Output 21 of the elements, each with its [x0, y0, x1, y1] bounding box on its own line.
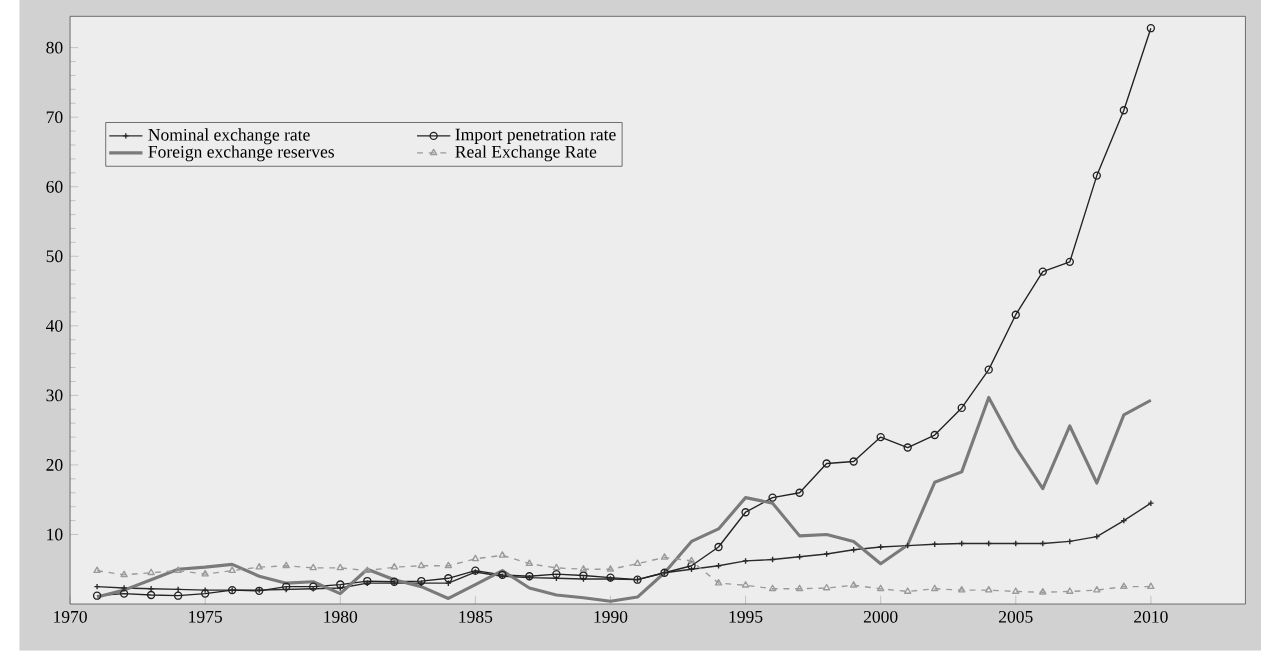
- x-tick-label: 2005: [999, 611, 1033, 623]
- y-tick-label: 80: [46, 41, 63, 54]
- y-tick-label: 60: [46, 180, 63, 193]
- x-tick-label: 2010: [1134, 611, 1168, 623]
- y-tick-label: 30: [46, 389, 63, 402]
- x-tick-label: 2000: [863, 611, 898, 623]
- x-tick-label: 1985: [459, 611, 493, 623]
- legend-label: Import penetration rate: [455, 128, 616, 145]
- x-tick-label: 1980: [324, 611, 358, 623]
- y-tick-label: 40: [46, 320, 63, 332]
- y-tick-label: 10: [47, 528, 63, 541]
- x-tick-label: 1995: [729, 611, 763, 623]
- legend-label: Foreign exchange reserves: [148, 145, 335, 162]
- x-tick-label: 1970: [54, 611, 87, 623]
- y-tick-label: 70: [46, 111, 63, 124]
- x-tick-label: 1990: [594, 611, 628, 623]
- legend-label: Real Exchange Rate: [455, 145, 597, 162]
- y-tick-label: 20: [46, 459, 63, 471]
- legend-label: Nominal exchange rate: [148, 128, 310, 145]
- x-tick-label: 1975: [189, 611, 222, 623]
- y-tick-label: 50: [46, 250, 63, 263]
